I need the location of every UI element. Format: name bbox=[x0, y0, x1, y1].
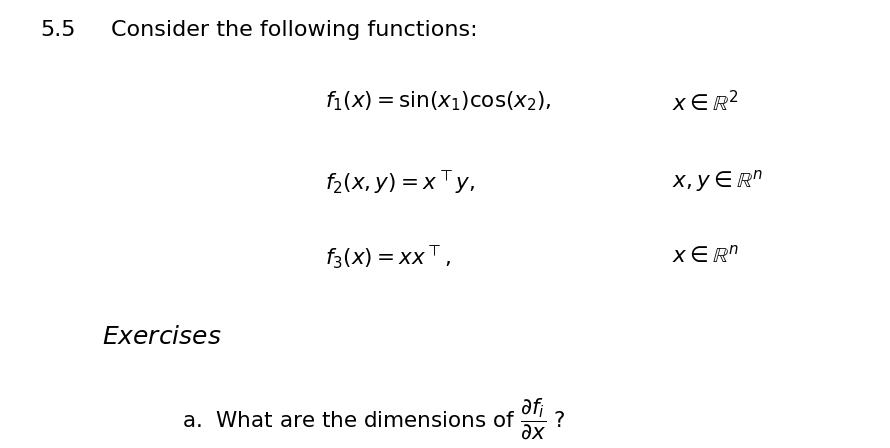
Text: $f_2(x, y) = x^\top y,$: $f_2(x, y) = x^\top y,$ bbox=[325, 168, 475, 196]
Text: $x \in \mathbb{R}^2$: $x \in \mathbb{R}^2$ bbox=[672, 90, 739, 115]
Text: $\mathit{Exercises}$: $\mathit{Exercises}$ bbox=[102, 325, 222, 349]
Text: a.  What are the dimensions of $\dfrac{\partial f_i}{\partial x}$ ?: a. What are the dimensions of $\dfrac{\p… bbox=[182, 396, 566, 441]
Text: $x \in \mathbb{R}^n$: $x \in \mathbb{R}^n$ bbox=[672, 244, 739, 266]
Text: Consider the following functions:: Consider the following functions: bbox=[111, 20, 478, 40]
Text: 5.5: 5.5 bbox=[40, 20, 76, 40]
Text: $f_1(x) = \sin(x_1)\cos(x_2),$: $f_1(x) = \sin(x_1)\cos(x_2),$ bbox=[325, 90, 552, 113]
Text: $x, y \in \mathbb{R}^n$: $x, y \in \mathbb{R}^n$ bbox=[672, 168, 763, 194]
Text: $f_3(x) = xx^\top,$: $f_3(x) = xx^\top,$ bbox=[325, 244, 451, 271]
